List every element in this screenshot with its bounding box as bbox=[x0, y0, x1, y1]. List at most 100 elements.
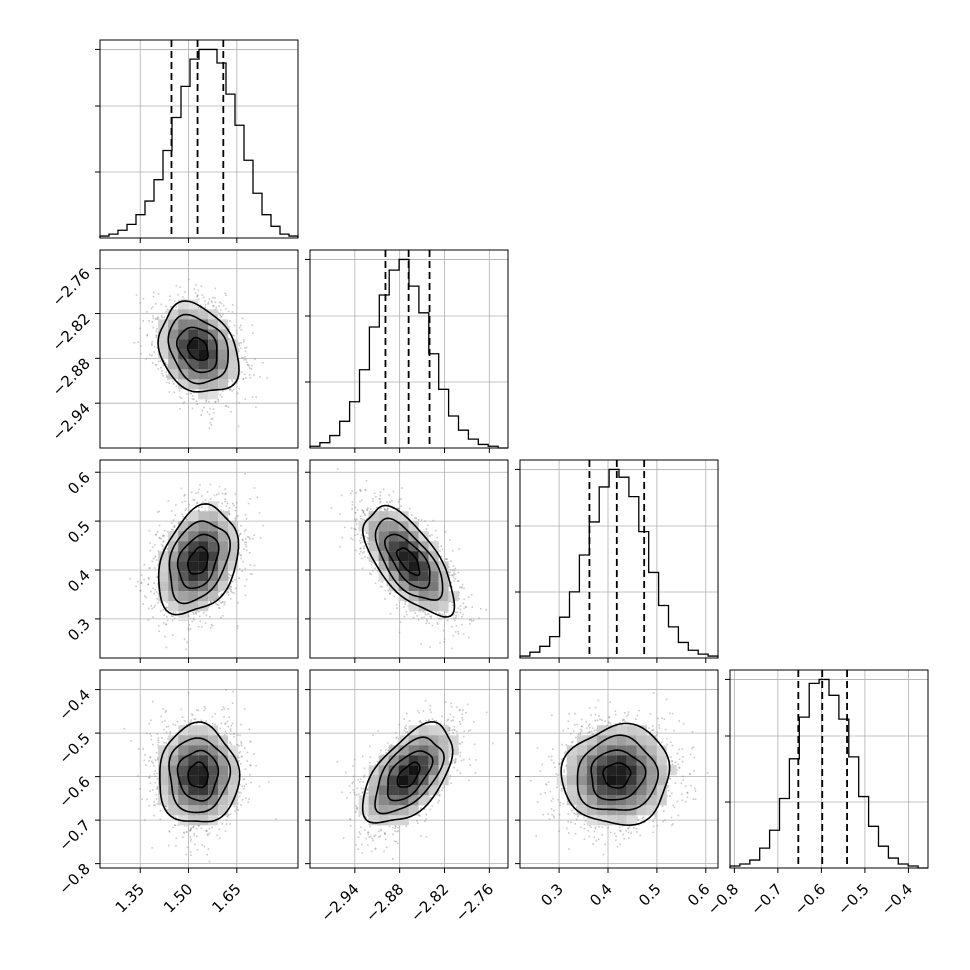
histogram-panel-1 bbox=[95, 39, 299, 243]
scatter-point bbox=[172, 519, 175, 521]
density-cell bbox=[218, 339, 229, 350]
density-cell bbox=[198, 359, 209, 370]
scatter-point bbox=[182, 515, 184, 518]
scatter-point bbox=[172, 529, 175, 531]
scatter-point bbox=[230, 585, 232, 588]
scatter-point bbox=[240, 371, 243, 373]
scatter-point bbox=[198, 509, 200, 512]
scatter-point bbox=[224, 292, 226, 295]
scatter-point bbox=[233, 324, 236, 327]
scatter-point bbox=[165, 363, 167, 365]
density-cell bbox=[228, 369, 239, 380]
scatter-point bbox=[224, 601, 226, 603]
scatter-point bbox=[231, 390, 233, 393]
x-tick-label: −0.7 bbox=[747, 880, 785, 918]
density-cell bbox=[168, 349, 179, 360]
scatter-point bbox=[253, 564, 256, 567]
scatter-point bbox=[193, 613, 195, 615]
scatter-point bbox=[179, 286, 181, 288]
scatter-point bbox=[258, 376, 261, 378]
scatter-point bbox=[213, 305, 215, 308]
scatter-point bbox=[249, 376, 251, 379]
scatter-point bbox=[165, 305, 167, 308]
scatter-point bbox=[244, 473, 247, 475]
scatter-point bbox=[174, 611, 177, 614]
scatter-point bbox=[148, 607, 150, 610]
scatter-point bbox=[240, 557, 242, 560]
scatter-point bbox=[154, 364, 157, 366]
scatter-point bbox=[229, 587, 231, 590]
scatter-point bbox=[189, 617, 192, 620]
scatter-point bbox=[256, 496, 259, 499]
density-cell bbox=[158, 329, 169, 340]
scatter-point bbox=[243, 338, 245, 341]
scatter-point bbox=[152, 291, 155, 294]
density-cell bbox=[228, 339, 239, 350]
scatter-point bbox=[203, 406, 205, 409]
scatter-point bbox=[195, 612, 197, 615]
scatter-point bbox=[155, 533, 158, 536]
scatter-point bbox=[181, 513, 183, 516]
scatter-point bbox=[172, 611, 175, 613]
scatter-point bbox=[224, 488, 226, 491]
scatter-point bbox=[249, 564, 252, 566]
scatter-point bbox=[241, 317, 244, 320]
density-cell bbox=[208, 359, 219, 370]
scatter-point bbox=[234, 509, 237, 512]
scatter-point bbox=[230, 574, 233, 577]
scatter-point bbox=[135, 585, 137, 588]
scatter-point bbox=[227, 406, 230, 408]
scatter-point bbox=[196, 502, 198, 504]
density-cell bbox=[168, 309, 179, 320]
scatter-point bbox=[165, 623, 168, 626]
scatter-point bbox=[195, 284, 197, 286]
scatter-point bbox=[244, 585, 246, 587]
scatter-point bbox=[139, 589, 142, 592]
scatter-point bbox=[179, 408, 181, 410]
scatter-point bbox=[234, 517, 237, 520]
scatter-point bbox=[153, 606, 156, 609]
scatter-point bbox=[234, 579, 236, 581]
scatter-point bbox=[233, 504, 235, 507]
scatter-point bbox=[180, 397, 183, 400]
scatter-point bbox=[231, 591, 234, 594]
scatter-point bbox=[240, 554, 243, 557]
scatter-point bbox=[156, 576, 159, 578]
scatter-point bbox=[219, 309, 222, 311]
density-cell bbox=[168, 369, 179, 380]
scatter-point bbox=[156, 346, 159, 349]
scatter-point bbox=[166, 308, 169, 311]
scatter-point bbox=[139, 590, 141, 592]
scatter-point bbox=[163, 534, 166, 537]
scatter-point bbox=[192, 498, 195, 501]
scatter-point bbox=[197, 509, 200, 512]
scatter-point bbox=[248, 374, 251, 376]
scatter-point bbox=[154, 544, 156, 546]
scatter-point bbox=[158, 630, 160, 633]
scatter-point bbox=[159, 360, 162, 362]
scatter-point bbox=[155, 330, 158, 332]
scatter-point bbox=[206, 411, 209, 413]
scatter-point bbox=[255, 406, 257, 408]
scatter-point bbox=[157, 624, 160, 627]
scatter-point bbox=[220, 509, 223, 511]
scatter-point bbox=[251, 396, 254, 399]
density-cell bbox=[178, 339, 189, 350]
scatter-point bbox=[163, 546, 165, 548]
density-cell bbox=[168, 551, 179, 562]
density-cell bbox=[198, 329, 209, 340]
scatter-point bbox=[229, 320, 231, 322]
scatter-point bbox=[214, 401, 217, 403]
scatter-point bbox=[245, 545, 248, 548]
scatter-point bbox=[185, 518, 187, 520]
scatter-point bbox=[208, 605, 211, 607]
scatter-point bbox=[160, 303, 163, 306]
scatter-point bbox=[209, 601, 212, 604]
scatter-point bbox=[225, 492, 227, 495]
scatter-point bbox=[129, 578, 131, 580]
scatter-point bbox=[240, 524, 242, 527]
density-cell bbox=[178, 581, 189, 592]
scatter-point bbox=[219, 314, 222, 317]
scatter-point bbox=[249, 538, 251, 540]
density-cell bbox=[188, 369, 199, 380]
